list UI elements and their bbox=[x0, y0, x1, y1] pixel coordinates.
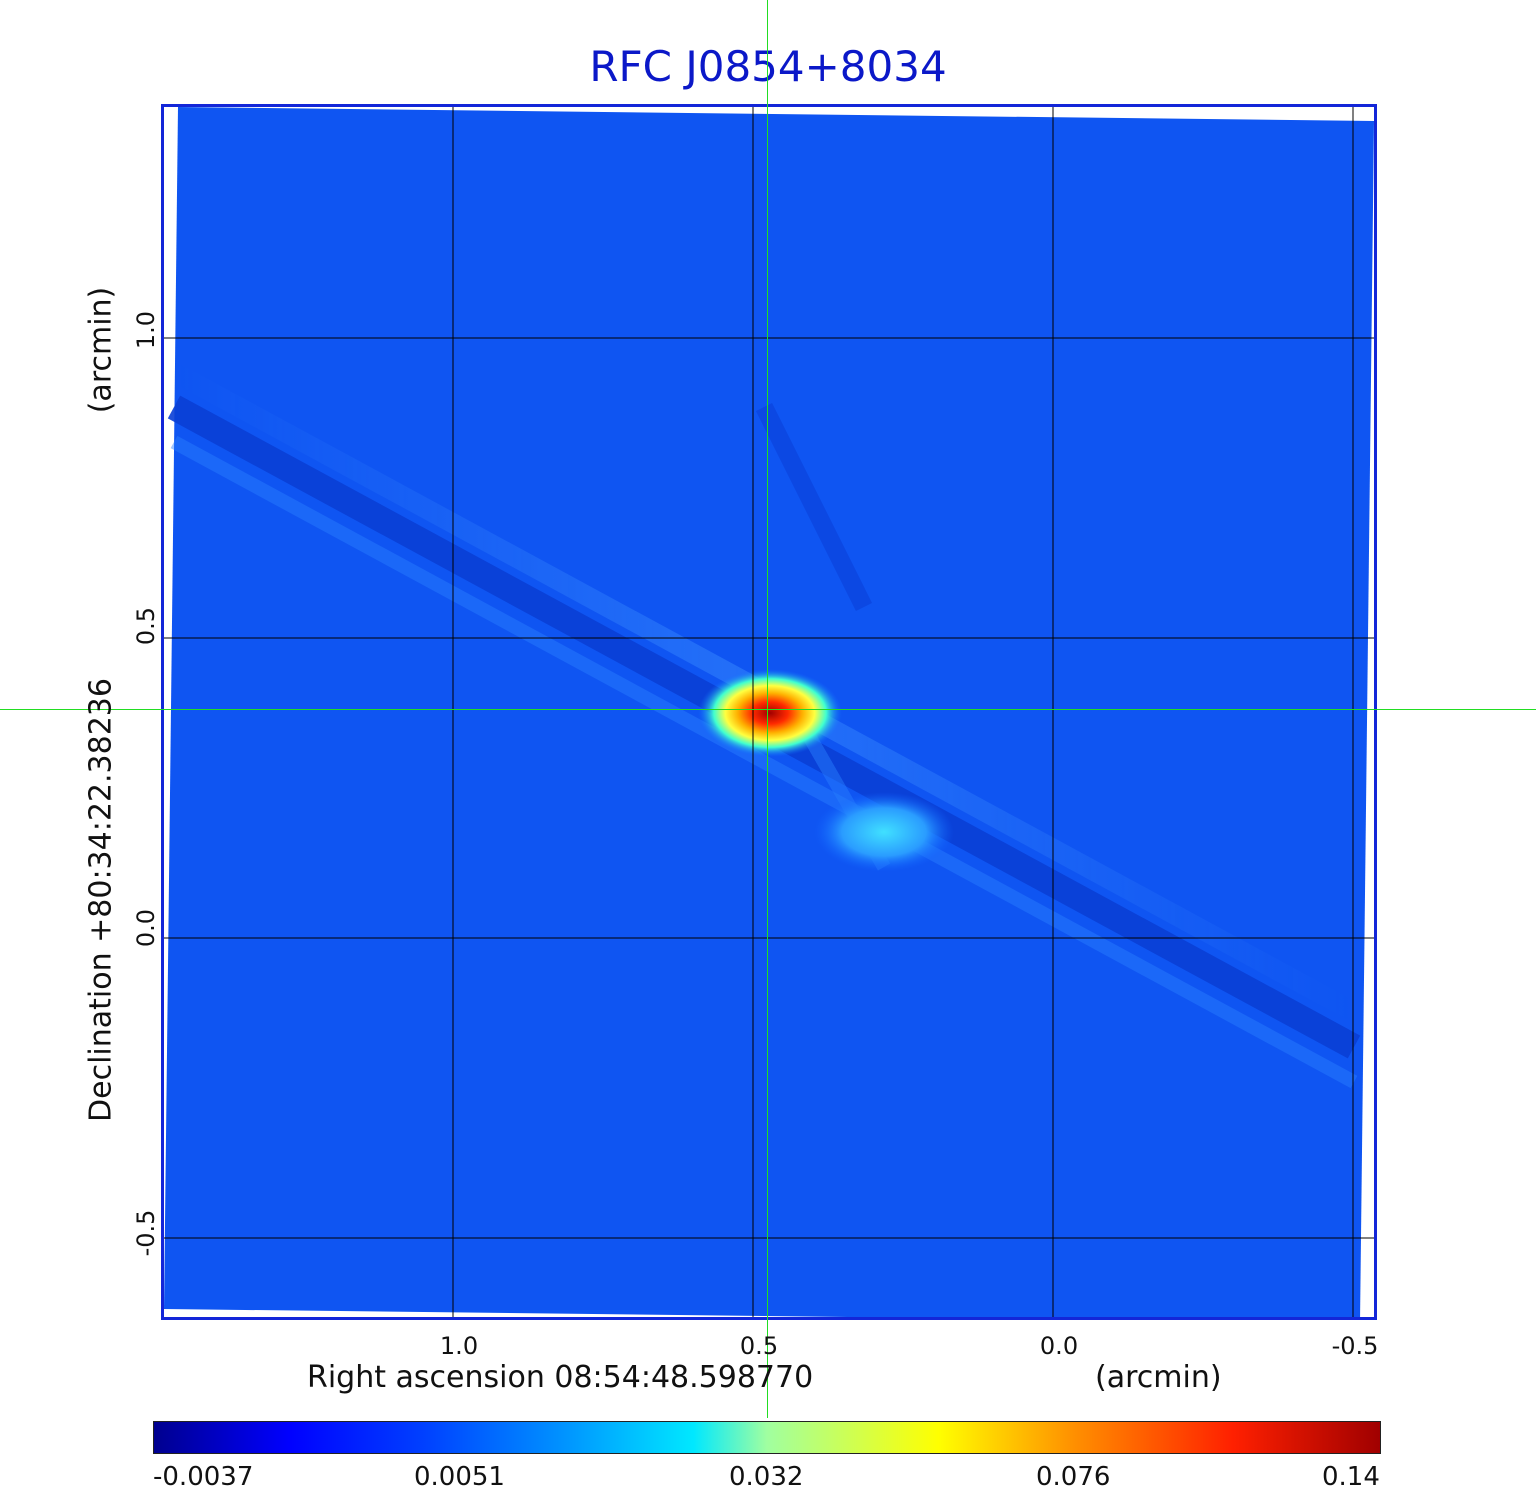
crosshair-horizontal bbox=[0, 709, 1536, 710]
y-axis-unit: (arcmin) bbox=[83, 286, 119, 414]
image-title: RFC J0854+8034 bbox=[589, 42, 947, 91]
coordinate-grid bbox=[164, 107, 1374, 1317]
y-tick: 0.0 bbox=[132, 908, 160, 948]
colorbar-tick: 0.0051 bbox=[414, 1462, 505, 1492]
y-tick: 0.5 bbox=[132, 606, 160, 646]
colorbar bbox=[153, 1421, 1381, 1454]
radio-map bbox=[164, 107, 1374, 1317]
x-tick: 1.0 bbox=[439, 1332, 479, 1360]
y-tick: -0.5 bbox=[132, 1209, 160, 1257]
x-tick: 0.0 bbox=[1039, 1332, 1079, 1360]
y-axis-label: Declination +80:34:22.38236 bbox=[83, 678, 119, 1122]
radio-image-panel[interactable] bbox=[161, 104, 1377, 1320]
x-tick: -0.5 bbox=[1331, 1332, 1379, 1360]
y-tick: 1.0 bbox=[132, 310, 160, 350]
secondary-component bbox=[814, 792, 954, 872]
colorbar-tick: 0.14 bbox=[1322, 1462, 1380, 1492]
colorbar-tick: 0.032 bbox=[729, 1462, 804, 1492]
x-axis-unit: (arcmin) bbox=[1095, 1360, 1222, 1395]
colorbar-tick: 0.076 bbox=[1036, 1462, 1111, 1492]
colorbar-tick: -0.0037 bbox=[153, 1462, 254, 1492]
x-axis-label: Right ascension 08:54:48.598770 bbox=[307, 1360, 814, 1395]
x-tick: 0.5 bbox=[739, 1332, 779, 1360]
core-component bbox=[698, 669, 842, 757]
